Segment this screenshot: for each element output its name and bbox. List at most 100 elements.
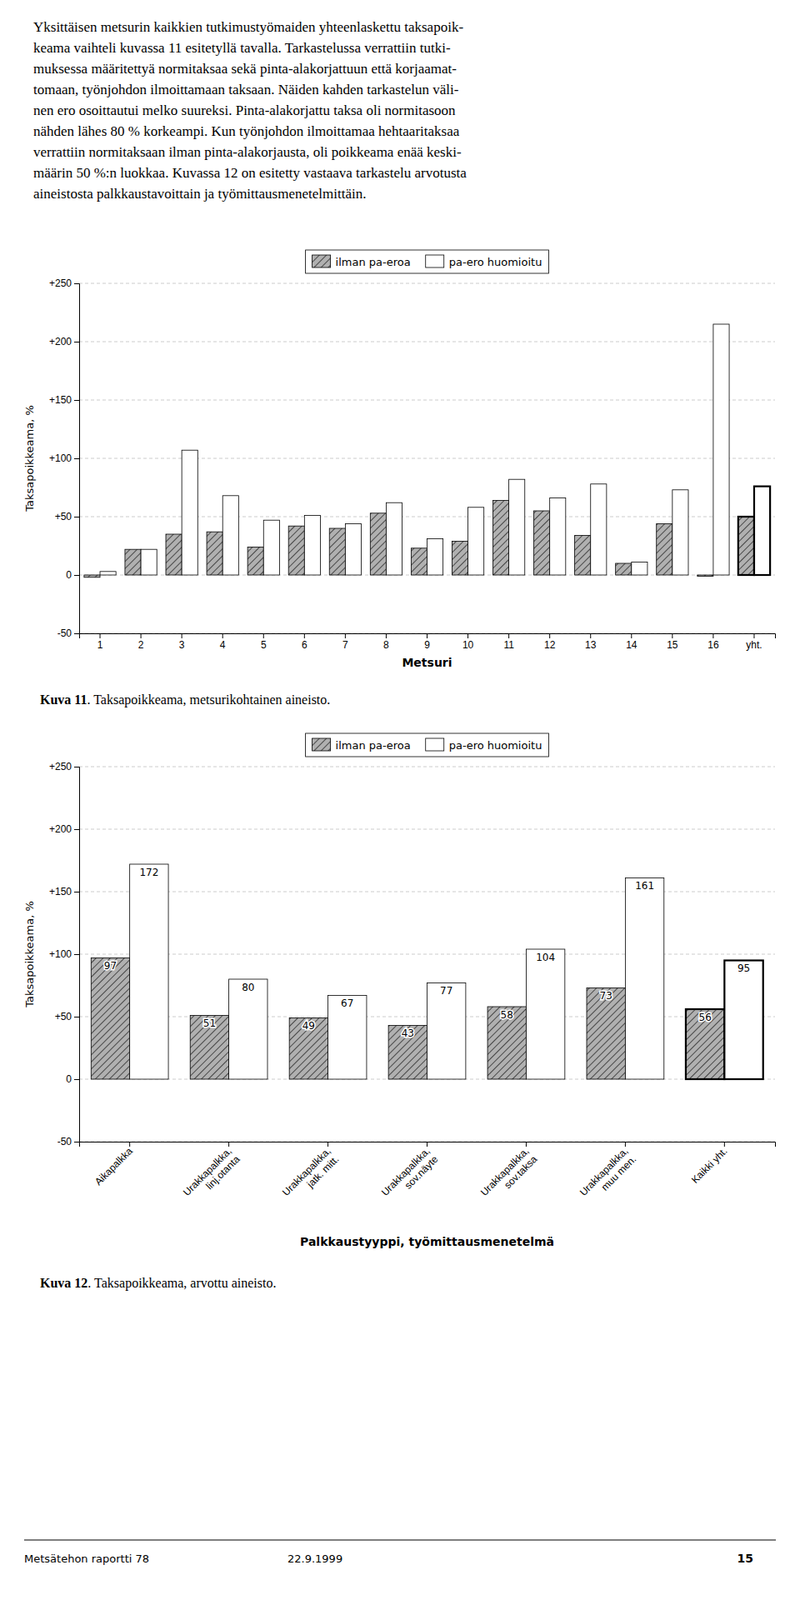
x-tick-mark xyxy=(467,633,469,639)
x-tick: 7 xyxy=(342,633,349,651)
grid-line xyxy=(79,400,775,401)
body-text-line: Yksittäisen metsurin kaikkien tutkimusty… xyxy=(33,19,464,35)
y-tick-mark xyxy=(74,575,80,576)
x-tick-label-line: jatk. mitt. xyxy=(304,1153,342,1191)
x-tick: Urakkapalkka,linj.otanta xyxy=(180,1141,243,1207)
x-tick-label: Urakkapalkka,jatk. mitt. xyxy=(280,1145,341,1206)
bar xyxy=(206,531,223,575)
data-label: 77 xyxy=(440,985,453,997)
y-tick-mark xyxy=(74,283,80,285)
grid-line xyxy=(79,766,775,768)
x-tick-label-line: sov.näyte xyxy=(402,1153,441,1192)
bar xyxy=(468,507,485,575)
bar xyxy=(427,539,444,575)
x-tick-label: Urakkapalkka,muu men. xyxy=(577,1145,639,1206)
bar xyxy=(388,1025,427,1080)
y-tick-mark xyxy=(74,1016,80,1018)
chart: -500+50+100+150+200+25012345678910111213… xyxy=(23,250,776,708)
x-tick: 1 xyxy=(97,633,104,651)
x-tick-mark xyxy=(304,633,305,639)
bar xyxy=(165,534,182,575)
body-text-line: määrin 50 %:n luokkaa. Kuvassa 12 on esi… xyxy=(33,165,467,181)
x-tick: yht. xyxy=(745,633,762,651)
bar xyxy=(586,988,625,1080)
caption: Kuva 12. Taksapoikkeama, arvottu aineist… xyxy=(40,1275,276,1291)
x-tick-mark xyxy=(385,633,387,639)
body-text-line: keama vaihteli kuvassa 11 esitetyllä tav… xyxy=(33,40,451,56)
x-tick-label: 8 xyxy=(383,639,390,651)
chart: 9751494358735617280677710416195-500+50+1… xyxy=(23,733,776,1291)
bar xyxy=(385,502,402,575)
legend: ilman pa-eroapa-ero huomioitu xyxy=(305,733,550,757)
y-tick: +50 xyxy=(55,1010,80,1023)
data-label: 56 xyxy=(699,1011,712,1024)
bar xyxy=(90,958,130,1080)
y-tick-label: +50 xyxy=(55,510,73,523)
x-tick-label: 13 xyxy=(585,639,597,651)
y-tick-label: +150 xyxy=(49,394,72,406)
y-axis-title: Taksapoikkeama, % xyxy=(23,405,36,513)
x-axis-line xyxy=(80,1142,776,1148)
y-tick-label: +150 xyxy=(49,885,72,898)
y-tick-mark xyxy=(74,458,80,460)
x-tick-label: 12 xyxy=(544,639,556,651)
x-tick-mark xyxy=(129,1141,130,1147)
data-label: 49 xyxy=(302,1020,315,1032)
y-tick-mark xyxy=(74,954,80,955)
data-labels: 9751494358735617280677710416195 xyxy=(104,866,750,1040)
body-text-line: verrattiin normitaksaan ilman pinta-alak… xyxy=(33,144,462,160)
body-text-line: nähden lähes 80 % korkeampi. Kun työnjoh… xyxy=(33,123,460,140)
x-axis: AikapalkkaUrakkapalkka,linj.otantaUrakka… xyxy=(80,1141,776,1207)
bar xyxy=(328,995,367,1080)
grid-line xyxy=(79,891,775,893)
y-tick-label: +50 xyxy=(55,1010,73,1023)
grid-line xyxy=(79,283,775,285)
x-tick-label: Kaikki yht. xyxy=(689,1145,730,1186)
y-tick-label: +200 xyxy=(49,335,72,348)
x-tick-label: 7 xyxy=(342,639,349,651)
y-tick-mark xyxy=(74,516,80,518)
x-tick-mark xyxy=(724,1141,725,1147)
x-tick: 16 xyxy=(707,633,720,651)
grid-line xyxy=(79,829,775,830)
bar xyxy=(697,575,714,576)
caption: Kuva 11. Taksapoikkeama, metsurikohtaine… xyxy=(40,692,330,708)
bar xyxy=(410,548,427,575)
bar xyxy=(724,960,763,1080)
y-axis: -500+50+100+150+200+250 xyxy=(49,760,80,1148)
x-tick-mark xyxy=(426,1141,428,1147)
y-tick-label: +250 xyxy=(49,760,72,773)
y-tick-label: +200 xyxy=(49,823,72,835)
bar xyxy=(590,484,607,575)
x-tick-label: Urakkapalkka,linj.otanta xyxy=(180,1145,243,1207)
x-tick-mark xyxy=(590,633,591,639)
body-text-line: tomaan, työnjohdon ilmoittamaan taksaan.… xyxy=(33,81,460,98)
x-tick-mark xyxy=(549,633,550,639)
data-label: 172 xyxy=(139,866,159,879)
footer-left: Metsätehon raportti 78 xyxy=(24,1552,150,1565)
y-tick: -50 xyxy=(57,1135,80,1148)
y-tick-mark xyxy=(74,1141,80,1143)
x-tick: 5 xyxy=(260,633,267,651)
x-axis-title: Palkkaustyyppi, työmittausmenetelmä xyxy=(300,1235,555,1249)
footer-rule xyxy=(24,1539,776,1540)
legend-swatch xyxy=(312,255,331,268)
bar xyxy=(190,1015,229,1080)
x-tick: Kaikki yht. xyxy=(689,1141,730,1186)
bar xyxy=(289,1018,328,1080)
bar xyxy=(672,490,689,575)
bar xyxy=(754,486,770,575)
x-tick: Urakkapalkka,sov.taksa xyxy=(478,1141,540,1207)
x-tick-label: 6 xyxy=(301,639,308,651)
bar xyxy=(509,479,525,575)
page: Yksittäisen metsurin kaikkien tutkimusty… xyxy=(0,0,800,1600)
data-label: 161 xyxy=(635,880,655,892)
x-tick-label: 4 xyxy=(220,639,226,651)
x-tick: Urakkapalkka,sov.näyte xyxy=(379,1141,441,1207)
bar xyxy=(713,324,730,575)
x-tick-mark xyxy=(671,633,673,639)
bar xyxy=(222,495,239,575)
x-tick-label: 10 xyxy=(462,639,475,651)
x-tick-label: Urakkapalkka,sov.näyte xyxy=(379,1145,441,1207)
x-tick-label-line: sov.taksa xyxy=(501,1153,540,1191)
